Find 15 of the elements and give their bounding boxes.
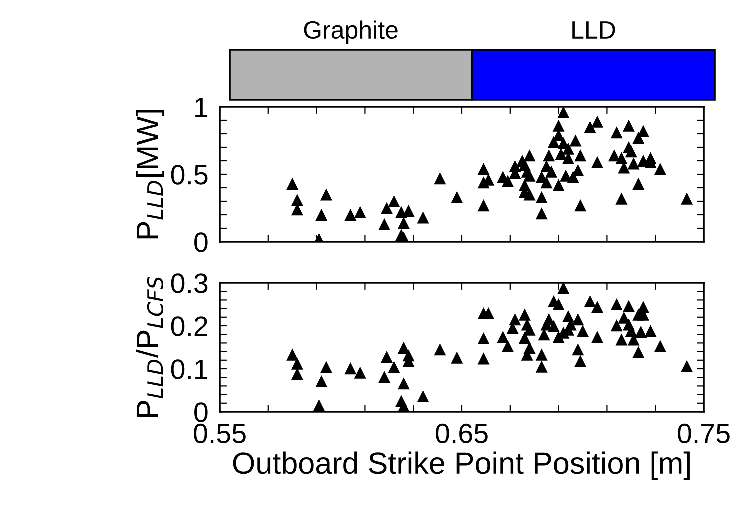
- y-tick-label: 0: [194, 232, 208, 252]
- y-tick-label: 0.5: [171, 165, 208, 185]
- x-tick-label: 0.65: [436, 424, 488, 444]
- y-tick-label: 0.3: [171, 274, 208, 294]
- y-tick-label: 1: [196, 98, 208, 118]
- y-tick-label: 0.1: [171, 360, 208, 380]
- x-tick-label: 0.75: [678, 424, 730, 444]
- text: LLD: [572, 22, 616, 39]
- x-tick-label: 0.55: [194, 424, 246, 444]
- x-axis-title: Outboard Strike Point Position [m]: [233, 452, 690, 480]
- y-tick-label: 0: [194, 402, 208, 422]
- y-tick-label: 0.2: [171, 316, 208, 336]
- y-axis-title: P$_{LLD}$[MW]: [136, 110, 164, 239]
- y-axis-title: P$_{LLD}$/P$_{LCFS}$: [136, 276, 164, 418]
- text: Graphite: [304, 20, 398, 44]
